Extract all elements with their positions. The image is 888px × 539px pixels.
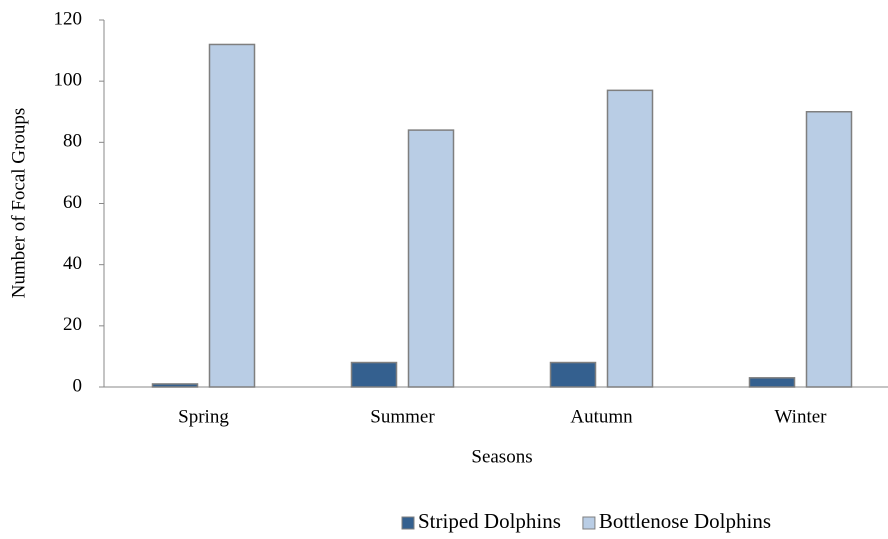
y-tick-label: 60 xyxy=(63,192,82,213)
bar xyxy=(208,43,256,388)
bar xyxy=(151,383,199,388)
y-tick-label: 20 xyxy=(63,314,82,335)
legend-label: Striped Dolphins xyxy=(418,509,561,533)
y-tick-label: 100 xyxy=(54,70,83,91)
y-tick-label: 120 xyxy=(54,8,83,29)
legend-swatch xyxy=(401,516,415,530)
bar xyxy=(350,361,398,388)
bar xyxy=(407,129,455,388)
bar xyxy=(606,89,654,388)
y-tick-label: 0 xyxy=(73,375,83,396)
bar xyxy=(805,111,853,388)
x-tick-label: Summer xyxy=(370,406,435,427)
legend-label: Bottlenose Dolphins xyxy=(599,509,771,533)
x-axis-label: Seasons xyxy=(471,446,532,467)
y-axis-label: Number of Focal Groups xyxy=(8,108,29,299)
bar xyxy=(748,377,796,388)
bar xyxy=(549,361,597,388)
x-tick-label: Spring xyxy=(178,406,229,427)
x-tick-label: Autumn xyxy=(570,406,633,427)
legend-swatch xyxy=(582,516,596,530)
x-tick-label: Winter xyxy=(775,406,828,427)
y-tick-label: 80 xyxy=(63,131,82,152)
y-tick-label: 40 xyxy=(63,253,82,274)
